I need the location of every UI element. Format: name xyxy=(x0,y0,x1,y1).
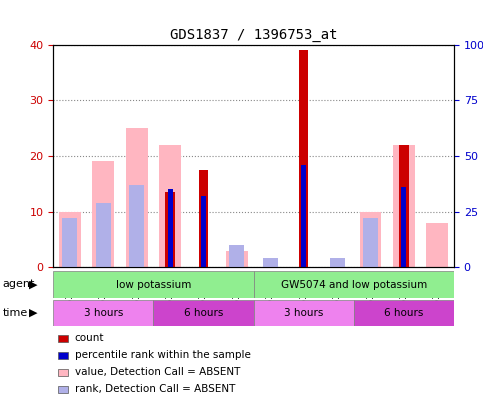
Text: 3 hours: 3 hours xyxy=(284,308,324,318)
Bar xyxy=(299,50,308,267)
Bar xyxy=(254,300,354,326)
Text: count: count xyxy=(75,333,104,343)
Bar xyxy=(426,223,448,267)
Text: ▶: ▶ xyxy=(28,308,37,318)
Bar xyxy=(229,245,244,267)
Bar xyxy=(354,300,454,326)
Bar xyxy=(360,211,382,267)
Bar xyxy=(129,185,144,267)
Text: 6 hours: 6 hours xyxy=(384,308,424,318)
Bar xyxy=(53,300,154,326)
Bar xyxy=(263,258,278,267)
Bar xyxy=(168,189,172,267)
Text: GW5074 and low potassium: GW5074 and low potassium xyxy=(281,279,427,290)
Text: value, Detection Call = ABSENT: value, Detection Call = ABSENT xyxy=(75,367,240,377)
Bar xyxy=(126,128,147,267)
Bar xyxy=(201,196,206,267)
Bar xyxy=(96,202,111,267)
Text: low potassium: low potassium xyxy=(115,279,191,290)
Text: 3 hours: 3 hours xyxy=(84,308,123,318)
Text: 6 hours: 6 hours xyxy=(184,308,223,318)
Bar xyxy=(226,251,248,267)
Bar xyxy=(159,145,181,267)
Text: time: time xyxy=(2,308,28,318)
Bar xyxy=(92,162,114,267)
Bar xyxy=(62,218,77,267)
Bar xyxy=(199,170,208,267)
Bar xyxy=(301,165,306,267)
Bar xyxy=(165,192,175,267)
Bar xyxy=(154,300,254,326)
Text: percentile rank within the sample: percentile rank within the sample xyxy=(75,350,251,360)
Bar xyxy=(53,271,254,298)
Text: agent: agent xyxy=(2,279,35,289)
Bar xyxy=(393,145,415,267)
Bar xyxy=(254,271,454,298)
Bar xyxy=(59,211,81,267)
Bar xyxy=(329,258,344,267)
Bar xyxy=(401,187,406,267)
Text: ▶: ▶ xyxy=(28,279,37,289)
Text: rank, Detection Call = ABSENT: rank, Detection Call = ABSENT xyxy=(75,384,235,394)
Bar xyxy=(363,218,378,267)
Title: GDS1837 / 1396753_at: GDS1837 / 1396753_at xyxy=(170,28,337,42)
Bar xyxy=(399,145,409,267)
